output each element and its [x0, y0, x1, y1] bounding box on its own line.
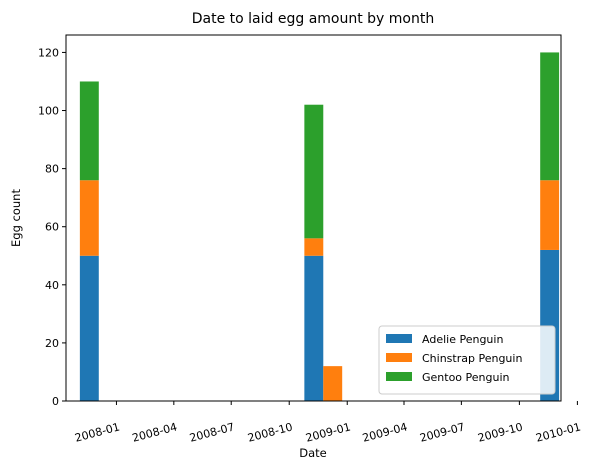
y-tick-label: 40 — [45, 279, 59, 292]
y-tick-label: 120 — [38, 46, 59, 59]
x-tick-label: 2009-01 — [304, 420, 352, 444]
bar-gentoo-penguin-1 — [304, 104, 324, 239]
y-tick-label: 0 — [52, 395, 59, 408]
y-tick-label: 100 — [38, 105, 59, 118]
x-tick-label: 2009-04 — [361, 420, 409, 444]
bar-gentoo-penguin-0 — [79, 81, 99, 181]
legend-swatch — [386, 334, 412, 343]
x-axis-label: Date — [299, 446, 327, 460]
bar-adelie-penguin-0 — [79, 255, 99, 401]
x-tick-label: 2008-04 — [131, 420, 179, 444]
x-tick-label: 2009-07 — [418, 420, 466, 444]
bar-chinstrap-penguin-1 — [304, 238, 324, 256]
x-tick-label: 2008-07 — [188, 420, 236, 444]
y-tick-label: 60 — [45, 221, 59, 234]
bar-chinstrap-penguin-3 — [540, 180, 560, 250]
legend-label: Adelie Penguin — [422, 333, 503, 346]
x-tick-label: 2009-10 — [476, 420, 524, 444]
x-tick-label: 2008-10 — [246, 420, 294, 444]
legend: Adelie Penguin Chinstrap Penguin Gentoo Pe… — [378, 325, 556, 395]
legend-label: Chinstrap Penguin — [422, 352, 522, 365]
bar-gentoo-penguin-3 — [540, 52, 560, 181]
y-axis-label: Egg count — [9, 189, 23, 247]
y-tick-label: 80 — [45, 163, 59, 176]
chart-title: Date to laid egg amount by month — [192, 11, 434, 27]
legend-swatch — [386, 372, 412, 381]
legend-box — [378, 325, 556, 395]
y-tick-label: 20 — [45, 337, 59, 350]
plot-frame — [65, 34, 562, 402]
legend-swatch — [386, 353, 412, 362]
bar-adelie-penguin-1 — [304, 255, 324, 401]
bar-chinstrap-penguin-2 — [323, 366, 343, 401]
x-tick-label: 2010-01 — [534, 420, 582, 444]
y-axis-ticks: 0 20 40 60 80 100 120 — [38, 46, 66, 408]
bar-chinstrap-penguin-0 — [79, 180, 99, 256]
legend-label: Gentoo Penguin — [422, 371, 510, 384]
x-tick-label: 2008-01 — [73, 420, 121, 444]
x-axis-ticks: 2008-01 2008-04 2008-07 2008-10 2009-01 2009-… — [73, 401, 582, 445]
